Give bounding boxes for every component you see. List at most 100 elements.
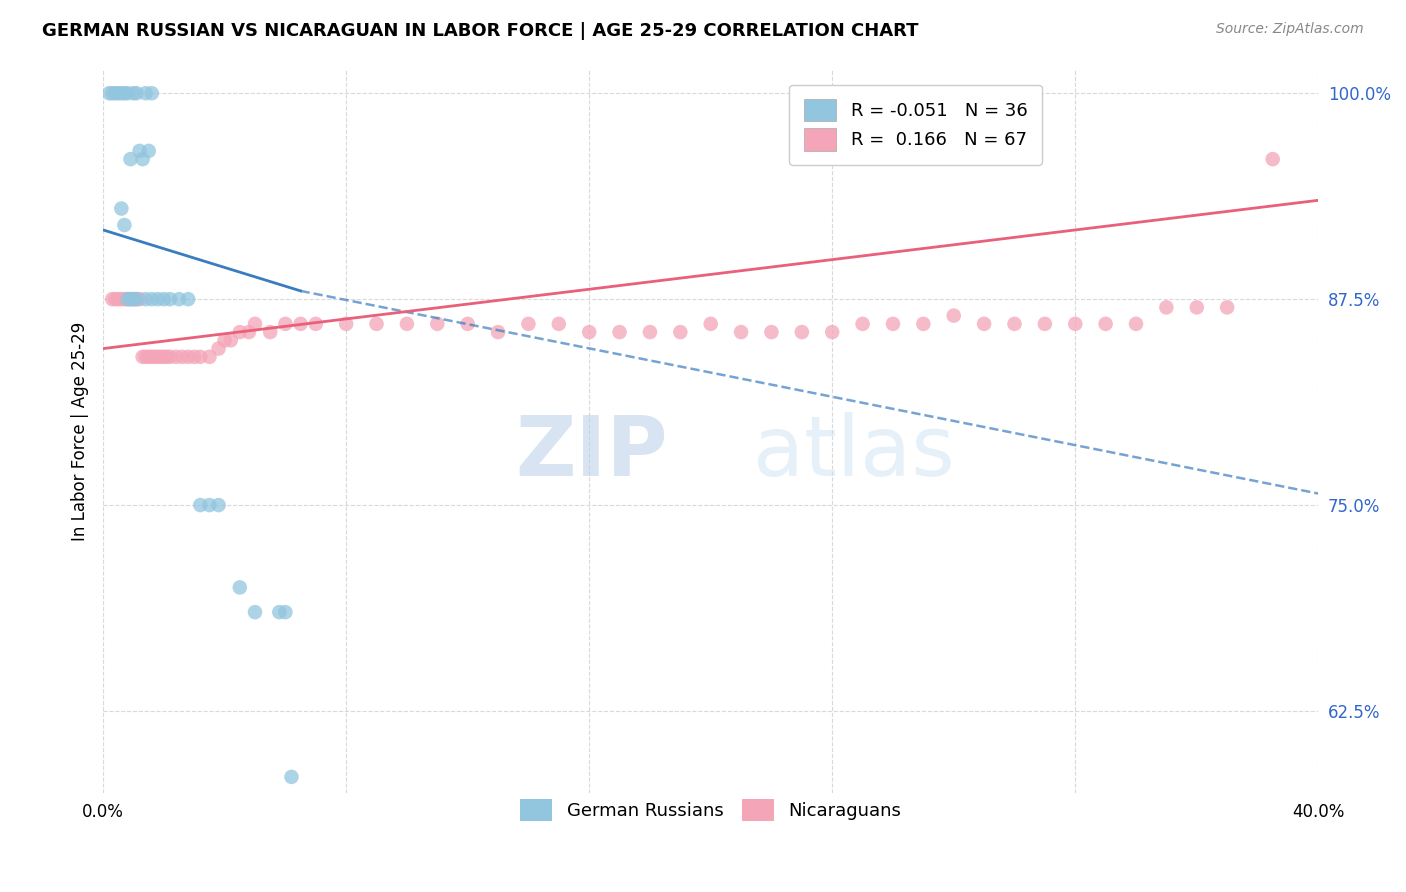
Point	[219, 334, 242, 348]
Point	[131, 350, 153, 364]
Point	[214, 334, 236, 348]
Point	[183, 350, 205, 364]
Legend: German Russians, Nicaraguans: German Russians, Nicaraguans	[506, 784, 915, 835]
Point	[112, 87, 135, 101]
Point	[104, 87, 127, 101]
Point	[122, 292, 145, 306]
Point	[730, 325, 752, 339]
Point	[259, 325, 281, 339]
Point	[290, 317, 312, 331]
Point	[104, 292, 127, 306]
Point	[1033, 317, 1056, 331]
Point	[669, 325, 692, 339]
Point	[882, 317, 904, 331]
Point	[1004, 317, 1026, 331]
Point	[1125, 317, 1147, 331]
Point	[141, 350, 163, 364]
Point	[135, 350, 157, 364]
Point	[125, 292, 148, 306]
Point	[761, 325, 783, 339]
Point	[159, 292, 181, 306]
Point	[141, 87, 163, 101]
Point	[117, 292, 139, 306]
Point	[117, 87, 139, 101]
Point	[159, 350, 181, 364]
Text: atlas: atlas	[754, 412, 955, 493]
Point	[101, 292, 124, 306]
Point	[172, 350, 194, 364]
Point	[138, 350, 160, 364]
Point	[198, 350, 221, 364]
Point	[1185, 301, 1208, 315]
Text: ZIP: ZIP	[516, 412, 668, 493]
Point	[426, 317, 449, 331]
Point	[1216, 301, 1239, 315]
Point	[229, 325, 252, 339]
Point	[790, 325, 813, 339]
Point	[110, 87, 132, 101]
Point	[98, 87, 121, 101]
Point	[143, 350, 166, 364]
Point	[135, 87, 157, 101]
Point	[156, 350, 179, 364]
Point	[120, 152, 142, 166]
Point	[131, 152, 153, 166]
Point	[1156, 301, 1178, 315]
Point	[120, 292, 142, 306]
Point	[112, 218, 135, 232]
Point	[547, 317, 569, 331]
Point	[269, 605, 291, 619]
Point	[125, 292, 148, 306]
Point	[486, 325, 509, 339]
Point	[122, 87, 145, 101]
Point	[1094, 317, 1116, 331]
Point	[274, 317, 297, 331]
Point	[135, 292, 157, 306]
Point	[177, 350, 200, 364]
Point	[238, 325, 260, 339]
Point	[110, 292, 132, 306]
Y-axis label: In Labor Force | Age 25-29: In Labor Force | Age 25-29	[72, 321, 89, 541]
Point	[517, 317, 540, 331]
Point	[165, 350, 187, 364]
Text: Source: ZipAtlas.com: Source: ZipAtlas.com	[1216, 22, 1364, 37]
Point	[973, 317, 995, 331]
Point	[101, 87, 124, 101]
Point	[395, 317, 418, 331]
Point	[188, 350, 211, 364]
Point	[128, 292, 150, 306]
Point	[305, 317, 328, 331]
Point	[122, 292, 145, 306]
Point	[366, 317, 388, 331]
Point	[149, 350, 172, 364]
Point	[146, 292, 169, 306]
Point	[699, 317, 721, 331]
Point	[578, 325, 600, 339]
Point	[141, 292, 163, 306]
Point	[274, 605, 297, 619]
Point	[609, 325, 631, 339]
Point	[177, 292, 200, 306]
Point	[638, 325, 661, 339]
Point	[117, 292, 139, 306]
Point	[912, 317, 935, 331]
Point	[138, 144, 160, 158]
Point	[153, 350, 176, 364]
Point	[243, 317, 266, 331]
Point	[335, 317, 357, 331]
Point	[243, 605, 266, 619]
Point	[1261, 152, 1284, 166]
Point	[112, 292, 135, 306]
Point	[229, 581, 252, 595]
Point	[457, 317, 479, 331]
Point	[125, 87, 148, 101]
Point	[852, 317, 875, 331]
Point	[107, 87, 129, 101]
Point	[120, 292, 142, 306]
Point	[198, 498, 221, 512]
Point	[128, 144, 150, 158]
Point	[188, 498, 211, 512]
Point	[207, 342, 229, 356]
Point	[207, 498, 229, 512]
Point	[167, 292, 190, 306]
